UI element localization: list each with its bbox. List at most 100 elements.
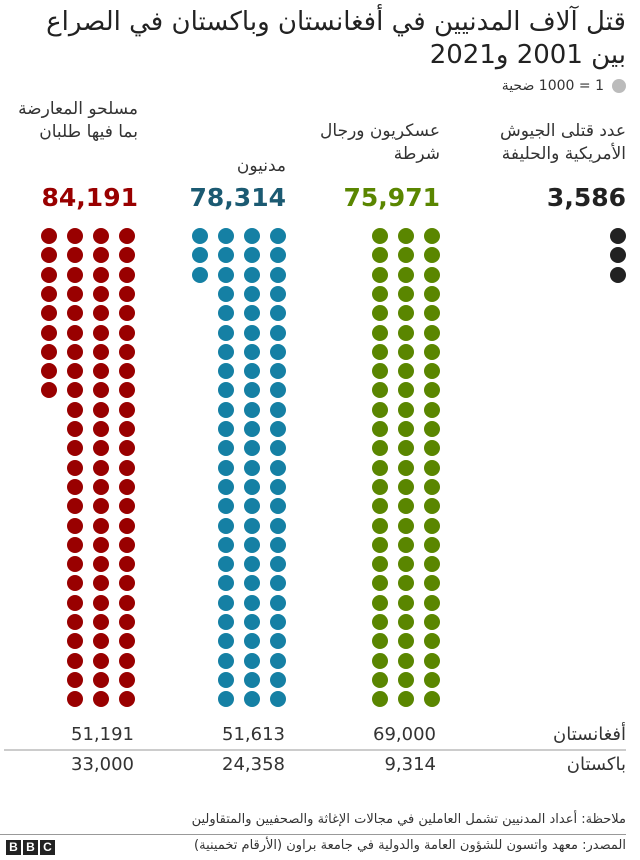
pictogram-dot (119, 382, 135, 399)
pictogram-dot (67, 305, 83, 322)
pictogram-dot (270, 556, 286, 573)
pictogram-dot (398, 363, 414, 380)
pictogram-dot (67, 382, 83, 399)
pictogram-dot (119, 459, 135, 476)
pictogram-dot (93, 556, 109, 573)
pictogram-dot (119, 575, 135, 592)
pictogram-dot (398, 575, 414, 592)
pictogram-dot (119, 324, 135, 341)
pictogram-dot (610, 247, 626, 264)
total-military-police: 75,971 (343, 183, 440, 212)
pictogram-dot (218, 421, 234, 437)
pictogram-dot (372, 556, 388, 573)
pictogram-dot (270, 478, 286, 495)
pictogram-dot (218, 498, 234, 515)
pictogram-dot (270, 228, 286, 244)
pictogram-dot (93, 478, 109, 495)
pictogram-dot (192, 228, 208, 244)
pictogram-dot (424, 421, 440, 437)
pictogram-dot (424, 671, 440, 688)
pictogram-dot (398, 459, 414, 476)
pictogram-dot (93, 247, 109, 264)
category-label-opposition: مسلحو المعارضة بما فيها طلبان (18, 99, 138, 142)
pictogram-dot (270, 459, 286, 476)
pictogram-dot (424, 343, 440, 360)
pictogram-dot (244, 614, 260, 630)
pictogram-dot (244, 285, 260, 302)
legend-dot-icon (612, 79, 626, 93)
pictogram-dot (192, 266, 208, 283)
pictogram-dot (270, 498, 286, 515)
pictogram-dot (218, 517, 234, 534)
pictogram-dot (67, 324, 83, 341)
pictogram-dot (218, 614, 234, 630)
footnote: ملاحظة: أعداد المدنيين تشمل العاملين في … (191, 812, 626, 827)
pictogram-dot (270, 266, 286, 283)
pictogram-dot (244, 517, 260, 534)
pictogram-dot (218, 440, 234, 457)
pictogram-dot (424, 498, 440, 515)
footer-divider (0, 834, 626, 835)
pictogram-dot (67, 536, 83, 553)
pictogram-dot (372, 691, 388, 708)
pictogram-dot (398, 633, 414, 650)
pictogram-dot (67, 652, 83, 669)
pictogram-dot (192, 247, 208, 264)
pictogram-dot (119, 671, 135, 688)
pictogram-dot (93, 459, 109, 476)
pictogram-dot (372, 671, 388, 688)
pictogram-dot (372, 401, 388, 418)
pictogram-dot (119, 614, 135, 630)
pictogram-dot (244, 671, 260, 688)
pictogram-dot (218, 363, 234, 380)
value-opposition: 33,000 (71, 754, 134, 775)
pictogram-dot (270, 517, 286, 534)
pictogram-dot (218, 556, 234, 573)
pictogram-dot (398, 305, 414, 322)
pictogram-dot (270, 363, 286, 380)
legend-label: 1 = 1000 ضحية (501, 78, 604, 94)
pictogram-dot (244, 691, 260, 708)
pictogram-dot (244, 556, 260, 573)
pictogram-dot (41, 285, 57, 302)
pictogram-dot (67, 517, 83, 534)
pictogram-dot (270, 401, 286, 418)
pictogram-dot (218, 691, 234, 708)
pictogram-dot (119, 517, 135, 534)
pictogram-dot (398, 536, 414, 553)
pictogram-dot (119, 536, 135, 553)
pictogram-dot (424, 266, 440, 283)
pictogram-dot (67, 285, 83, 302)
pictogram-dot (119, 343, 135, 360)
pictogram-dot (93, 691, 109, 708)
pictogram-dot (270, 633, 286, 650)
pictogram-dot (244, 498, 260, 515)
pictogram-dot (218, 536, 234, 553)
pictogram-dot (424, 652, 440, 669)
category-label-allied-forces: عدد قتلى الجيوش الأمريكية والحليفة (499, 121, 626, 164)
pictogram-dot (244, 382, 260, 399)
pictogram-dot (67, 671, 83, 688)
pictogram-dot (41, 266, 57, 283)
pictogram-dot (119, 228, 135, 244)
pictogram-dot (119, 247, 135, 264)
pictogram-dot (372, 285, 388, 302)
pictogram-dot (424, 614, 440, 630)
pictogram-dot (218, 343, 234, 360)
pictogram-dot (398, 556, 414, 573)
pictogram-dot (398, 247, 414, 264)
pictogram-dot (424, 363, 440, 380)
pictogram-dot (119, 556, 135, 573)
pictogram-dot (424, 556, 440, 573)
bbc-logo: B B C (6, 840, 55, 855)
pictogram-dot (67, 614, 83, 630)
pictogram-dot (93, 324, 109, 341)
pictogram-dot (244, 343, 260, 360)
pictogram-dot (372, 633, 388, 650)
pictogram-dot (372, 382, 388, 399)
pictogram-dot (67, 401, 83, 418)
pictogram-dot (93, 671, 109, 688)
pictogram-dot (270, 440, 286, 457)
pictogram-dot (67, 575, 83, 592)
